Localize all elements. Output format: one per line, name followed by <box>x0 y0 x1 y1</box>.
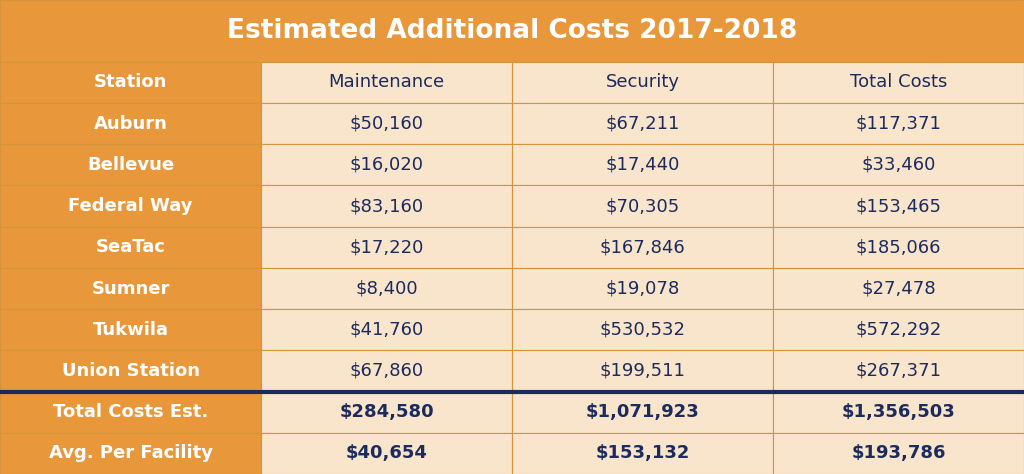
Text: $41,760: $41,760 <box>349 321 424 339</box>
Text: $153,465: $153,465 <box>856 197 941 215</box>
Text: $83,160: $83,160 <box>349 197 424 215</box>
Bar <box>261 144 512 185</box>
Text: $33,460: $33,460 <box>861 156 936 174</box>
Bar <box>261 62 512 103</box>
Bar <box>512 103 773 144</box>
Bar <box>0 392 261 433</box>
Bar <box>773 185 1024 227</box>
Text: $8,400: $8,400 <box>355 280 418 298</box>
Bar <box>773 227 1024 268</box>
Bar <box>261 433 512 474</box>
Bar <box>512 309 773 350</box>
Text: Avg. Per Facility: Avg. Per Facility <box>48 445 213 463</box>
Text: $1,071,923: $1,071,923 <box>586 403 699 421</box>
Bar <box>773 62 1024 103</box>
Text: $167,846: $167,846 <box>600 238 685 256</box>
Text: $193,786: $193,786 <box>851 445 946 463</box>
Bar <box>512 392 773 433</box>
Text: $19,078: $19,078 <box>605 280 680 298</box>
Bar <box>512 350 773 392</box>
Text: $17,220: $17,220 <box>349 238 424 256</box>
Text: SeaTac: SeaTac <box>95 238 166 256</box>
Bar <box>512 185 773 227</box>
Bar <box>261 227 512 268</box>
Bar <box>261 392 512 433</box>
Text: Maintenance: Maintenance <box>329 73 444 91</box>
Text: Auburn: Auburn <box>93 115 168 133</box>
Text: $1,356,503: $1,356,503 <box>842 403 955 421</box>
Text: $185,066: $185,066 <box>856 238 941 256</box>
Text: $199,511: $199,511 <box>600 362 685 380</box>
Bar <box>773 309 1024 350</box>
Text: $16,020: $16,020 <box>349 156 424 174</box>
Bar <box>0 227 261 268</box>
Text: $27,478: $27,478 <box>861 280 936 298</box>
Bar <box>0 0 1024 62</box>
Bar <box>261 268 512 309</box>
Bar <box>512 227 773 268</box>
Bar <box>261 309 512 350</box>
Bar <box>0 103 261 144</box>
Bar <box>512 144 773 185</box>
Text: Total Costs Est.: Total Costs Est. <box>53 403 208 421</box>
Bar <box>512 62 773 103</box>
Text: $70,305: $70,305 <box>605 197 680 215</box>
Bar <box>773 392 1024 433</box>
Text: $530,532: $530,532 <box>600 321 685 339</box>
Bar <box>261 350 512 392</box>
Bar <box>261 103 512 144</box>
Bar <box>512 433 773 474</box>
Bar <box>773 268 1024 309</box>
Bar <box>773 144 1024 185</box>
Bar <box>0 62 261 103</box>
Text: $17,440: $17,440 <box>605 156 680 174</box>
Bar <box>0 144 261 185</box>
Text: $284,580: $284,580 <box>339 403 434 421</box>
Text: $67,860: $67,860 <box>349 362 424 380</box>
Bar <box>0 350 261 392</box>
Text: Union Station: Union Station <box>61 362 200 380</box>
Bar <box>261 185 512 227</box>
Bar <box>773 103 1024 144</box>
Text: $67,211: $67,211 <box>605 115 680 133</box>
Text: Total Costs: Total Costs <box>850 73 947 91</box>
Bar <box>0 268 261 309</box>
Bar <box>0 185 261 227</box>
Text: $572,292: $572,292 <box>855 321 942 339</box>
Text: $50,160: $50,160 <box>349 115 424 133</box>
Text: Station: Station <box>94 73 167 91</box>
Bar <box>0 309 261 350</box>
Bar <box>512 268 773 309</box>
Text: $153,132: $153,132 <box>595 445 690 463</box>
Text: Estimated Additional Costs 2017-2018: Estimated Additional Costs 2017-2018 <box>227 18 797 44</box>
Bar <box>0 433 261 474</box>
Text: Bellevue: Bellevue <box>87 156 174 174</box>
Text: $40,654: $40,654 <box>346 445 427 463</box>
Text: Security: Security <box>605 73 680 91</box>
Text: $267,371: $267,371 <box>856 362 941 380</box>
Bar <box>773 350 1024 392</box>
Text: $117,371: $117,371 <box>856 115 941 133</box>
Bar <box>773 433 1024 474</box>
Text: Sumner: Sumner <box>91 280 170 298</box>
Text: Federal Way: Federal Way <box>69 197 193 215</box>
Text: Tukwila: Tukwila <box>92 321 169 339</box>
